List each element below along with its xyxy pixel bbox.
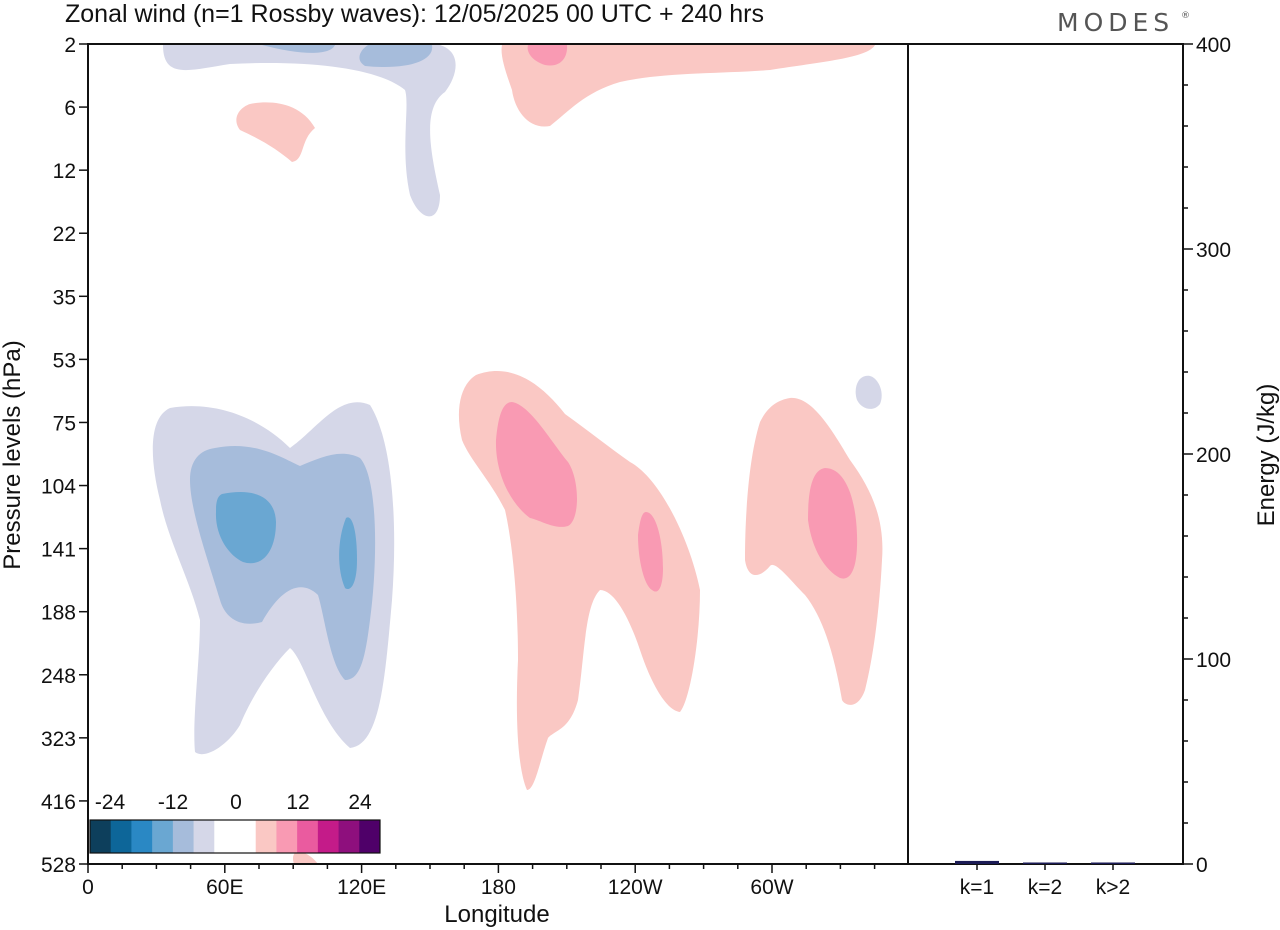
energy-category-label: k=2 bbox=[1028, 876, 1062, 899]
negative-contour-2 bbox=[359, 45, 433, 68]
y-tick-label: 248 bbox=[41, 665, 76, 688]
y-tick-label: 6 bbox=[64, 97, 76, 120]
y-tick-label: 323 bbox=[41, 728, 76, 751]
y-tick-label: 22 bbox=[53, 223, 76, 246]
colorbar-swatch bbox=[359, 820, 381, 853]
y-tick-label: 528 bbox=[41, 854, 76, 877]
energy-panel: 0 100 200 300 400 k=1 k=2 k>2 bbox=[955, 34, 1231, 899]
x-tick-label: 60W bbox=[750, 876, 793, 899]
y-tick-label: 141 bbox=[41, 539, 76, 562]
y-tick-label: 2 bbox=[64, 34, 76, 57]
y-tick-label: 12 bbox=[53, 160, 76, 183]
y-tick-label: 416 bbox=[41, 791, 76, 814]
energy-bar-k=1 bbox=[955, 860, 999, 864]
x-tick-label: 120W bbox=[608, 876, 663, 899]
positive-contour-8 bbox=[501, 45, 875, 127]
positive-contour-14 bbox=[745, 397, 883, 705]
colorbar-swatch bbox=[193, 820, 215, 853]
x-axis-label: Longitude bbox=[444, 901, 549, 928]
colorbar-swatch bbox=[90, 820, 112, 853]
positive-contour-12 bbox=[495, 402, 577, 527]
colorbar-swatch bbox=[255, 820, 277, 853]
colorbar-swatch bbox=[110, 820, 132, 853]
negative-contour-5 bbox=[215, 492, 276, 564]
positive-contour-10 bbox=[236, 102, 315, 162]
positive-contour-11 bbox=[458, 370, 700, 790]
positive-contour-13 bbox=[638, 512, 663, 592]
colorbar-tick-label: 12 bbox=[286, 791, 309, 814]
energy-category-label: k>2 bbox=[1096, 876, 1130, 899]
y-tick-label: 104 bbox=[41, 476, 76, 499]
energy-tick-label: 100 bbox=[1196, 649, 1231, 672]
colorbar-swatch bbox=[297, 820, 319, 853]
contour-layer bbox=[152, 45, 883, 864]
colorbar-tick-label: -12 bbox=[158, 791, 188, 814]
y-tick-label: 188 bbox=[41, 602, 76, 625]
colorbar-swatch bbox=[131, 820, 153, 853]
colorbar-swatch bbox=[214, 820, 236, 853]
colorbar-legend: -24 -12 0 12 24 bbox=[89, 791, 381, 854]
energy-bar-k>2 bbox=[1091, 862, 1135, 864]
x-tick-label: 0 bbox=[82, 876, 94, 899]
colorbar-tick-label: 0 bbox=[230, 791, 242, 814]
positive-contour-16 bbox=[292, 851, 318, 864]
colorbar-swatch bbox=[317, 820, 339, 853]
energy-tick-label: 400 bbox=[1196, 34, 1231, 57]
negative-contour-1 bbox=[262, 45, 335, 53]
modes-logo: MODES bbox=[1057, 8, 1174, 37]
x-tick-label: 120E bbox=[337, 876, 386, 899]
y-axis-ticks: 2 6 12 22 35 53 75 104 141 188 248 323 416 528 bbox=[41, 34, 88, 877]
x-axis-ticks: 0 60E 120E 180 120W 60W bbox=[82, 864, 876, 899]
colorbar-tick-label: -24 bbox=[95, 791, 126, 814]
energy-tick-label: 300 bbox=[1196, 239, 1231, 262]
x-tick-label: 60E bbox=[206, 876, 243, 899]
colorbar-swatch bbox=[276, 820, 298, 853]
positive-contour-9 bbox=[527, 45, 568, 66]
colorbar-swatch bbox=[338, 820, 360, 853]
y-axis-label: Pressure levels (hPa) bbox=[0, 340, 26, 569]
x-tick-label: 180 bbox=[481, 876, 516, 899]
negative-contour-0 bbox=[163, 45, 456, 217]
energy-category-label: k=1 bbox=[960, 876, 994, 899]
positive-contour-15 bbox=[808, 468, 858, 579]
energy-axis-label: Energy (J/kg) bbox=[1253, 384, 1280, 527]
logo-registered-mark: ® bbox=[1181, 11, 1190, 21]
y-tick-label: 53 bbox=[53, 349, 76, 372]
colorbar-swatch bbox=[152, 820, 174, 853]
y-tick-label: 35 bbox=[53, 286, 76, 309]
energy-tick-label: 200 bbox=[1196, 444, 1231, 467]
negative-contour-6 bbox=[339, 517, 357, 590]
colorbar-swatch bbox=[172, 820, 194, 853]
negative-contour-7 bbox=[855, 375, 882, 409]
colorbar-border bbox=[89, 819, 381, 854]
colorbar-tick-label: 24 bbox=[348, 791, 372, 814]
energy-bar-k=2 bbox=[1023, 862, 1067, 864]
chart-title: Zonal wind (n=1 Rossby waves): 12/05/202… bbox=[65, 0, 764, 28]
y-tick-label: 75 bbox=[53, 412, 76, 435]
colorbar-swatch bbox=[235, 820, 257, 853]
energy-tick-label: 0 bbox=[1196, 854, 1208, 877]
